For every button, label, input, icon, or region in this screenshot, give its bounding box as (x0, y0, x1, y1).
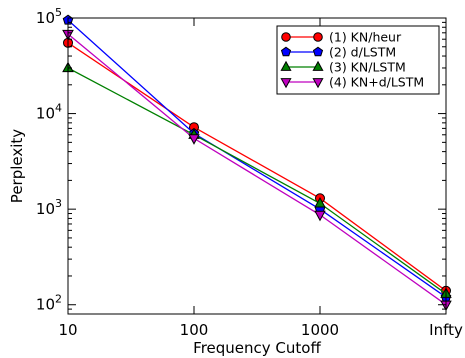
legend-marker (280, 78, 292, 89)
legend-marker (281, 32, 291, 42)
legend-label: (4) KN+d/LSTM (329, 75, 424, 90)
legend-marker (280, 60, 292, 71)
series-line (68, 67, 446, 295)
legend-label: (1) KN/heur (329, 30, 402, 45)
x-tick-label: Infty (429, 321, 463, 339)
legend-entry: (4) KN+d/LSTM (280, 75, 424, 90)
legend-label: (3) KN/LSTM (329, 60, 406, 75)
y-axis-label: Perplexity (8, 129, 26, 203)
legend-marker (312, 46, 324, 57)
plot-frame (67, 17, 447, 315)
y-tick-label: 105 (36, 6, 62, 27)
legend-marker (312, 78, 324, 89)
data-point (314, 196, 326, 208)
legend: (1) KN/heur(2) d/LSTM(3) KN/LSTM(4) KN+d… (276, 25, 440, 95)
legend-entry: (3) KN/LSTM (280, 60, 406, 75)
legend-label: (2) d/LSTM (329, 45, 396, 60)
series-line (68, 42, 446, 292)
x-tick-label: 10 (58, 321, 77, 339)
legend-entry: (2) d/LSTM (280, 45, 396, 60)
x-tick-label: 100 (180, 321, 209, 339)
axis-ticks: 10 100 1000 Infty 102 103 104 105 (36, 6, 463, 339)
y-tick-label: 104 (36, 102, 62, 123)
series-3 (62, 61, 452, 298)
data-point (314, 210, 326, 222)
legend-marker (312, 60, 324, 71)
series-line (68, 19, 446, 298)
series-line (68, 33, 446, 306)
x-axis-label: Frequency Cutoff (193, 339, 321, 357)
y-tick-label: 103 (36, 197, 62, 218)
data-point (188, 134, 200, 145)
legend-marker (313, 32, 323, 42)
x-tick-label: 1000 (301, 321, 339, 339)
legend-marker (280, 46, 292, 57)
legend-entry: (1) KN/heur (281, 30, 402, 45)
y-tick-label: 102 (36, 293, 62, 314)
